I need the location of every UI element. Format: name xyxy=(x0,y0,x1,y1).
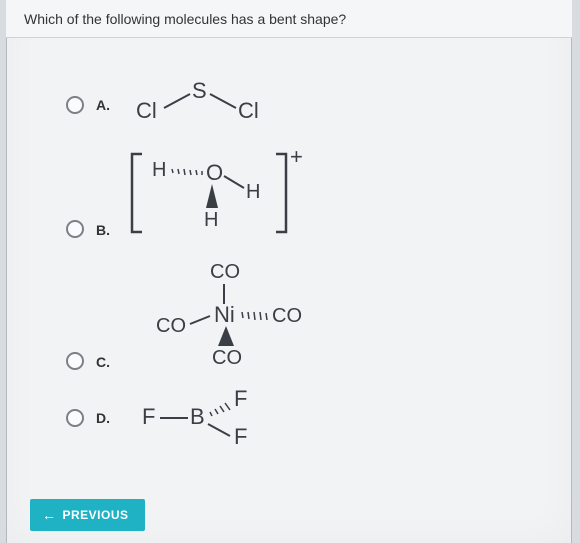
options-container: A. Cl S Cl B. + O H xyxy=(6,60,572,483)
hash-bond xyxy=(210,403,230,416)
radio-icon[interactable] xyxy=(66,352,84,370)
ligand-top: CO xyxy=(210,261,240,283)
bond xyxy=(210,94,236,108)
atom-f-left: F xyxy=(142,404,155,429)
atom-h1: H xyxy=(152,159,166,181)
bracket-left xyxy=(132,154,142,232)
atom-f-ur: F xyxy=(234,388,247,411)
atom-h3: H xyxy=(204,209,218,231)
option-c[interactable]: C. CO Ni CO CO CO xyxy=(66,260,552,370)
bond xyxy=(190,316,210,324)
previous-button[interactable]: ← PREVIOUS xyxy=(30,499,145,531)
bracket-right xyxy=(276,154,286,232)
radio-icon[interactable] xyxy=(66,220,84,238)
radio-icon[interactable] xyxy=(66,96,84,114)
wedge-bond xyxy=(206,184,218,208)
question-bar: Which of the following molecules has a b… xyxy=(6,0,572,38)
molecule-d: F B F F xyxy=(124,388,284,448)
wedge-bond xyxy=(218,326,234,346)
bond xyxy=(224,176,244,188)
option-a[interactable]: A. Cl S Cl xyxy=(66,80,552,130)
atom-cl-left: Cl xyxy=(136,98,157,123)
atom-f-lr: F xyxy=(234,424,247,448)
option-letter: C. xyxy=(96,354,110,370)
hash-bond xyxy=(172,169,202,175)
bond xyxy=(164,94,190,108)
charge: + xyxy=(290,148,303,169)
atom-b: B xyxy=(190,404,205,429)
atom-cl-right: Cl xyxy=(238,98,259,123)
option-d[interactable]: D. F B F F xyxy=(66,388,552,448)
atom-o: O xyxy=(206,160,223,185)
ligand-right: CO xyxy=(272,305,302,327)
option-b[interactable]: B. + O H H H xyxy=(66,148,552,238)
ligand-bottom: CO xyxy=(212,347,242,369)
previous-label: PREVIOUS xyxy=(63,508,129,522)
option-letter: B. xyxy=(96,222,110,238)
atom-s: S xyxy=(192,80,207,103)
arrow-left-icon: ← xyxy=(42,508,57,522)
molecule-a: Cl S Cl xyxy=(124,80,274,130)
bond xyxy=(208,424,230,436)
question-text: Which of the following molecules has a b… xyxy=(24,11,346,27)
ligand-left: CO xyxy=(156,315,186,337)
radio-icon[interactable] xyxy=(66,409,84,427)
molecule-b: + O H H H xyxy=(124,148,314,238)
atom-ni: Ni xyxy=(214,302,235,327)
hash-bond xyxy=(242,312,267,320)
option-letter: D. xyxy=(96,410,110,426)
atom-h2: H xyxy=(246,181,260,203)
molecule-c: CO Ni CO CO CO xyxy=(124,260,324,370)
option-letter: A. xyxy=(96,97,110,113)
